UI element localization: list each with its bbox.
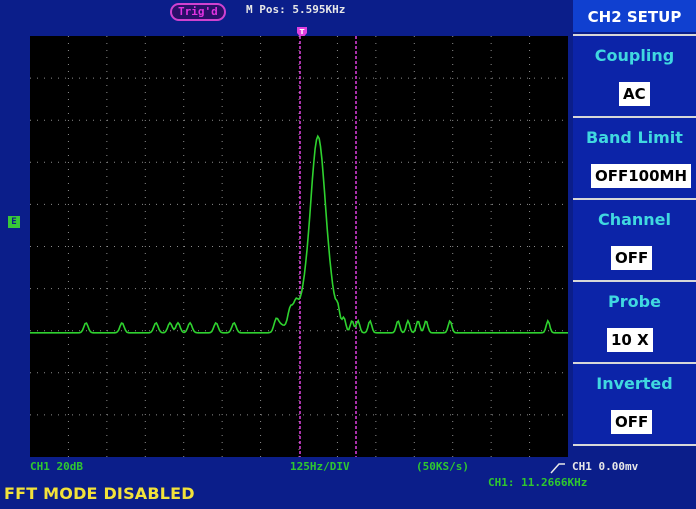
coupling-value: AC [619,82,650,106]
panel-title: CH2 SETUP [573,0,696,32]
waveform-trace [30,134,568,334]
band-limit-value: OFF100MH [591,164,692,188]
rising-edge-icon [550,463,565,474]
top-status-bar: Trig'd M Pos: 5.595KHz [0,0,568,21]
frequency-readout: CH1: 11.2666KHz [488,476,588,489]
inverted-menu-item[interactable]: Inverted OFF [573,362,696,446]
coupling-menu-item[interactable]: Coupling AC [573,34,696,116]
waveform-graticule [30,36,568,457]
trigger-level-readout: CH1 0.00mv [572,460,639,473]
channel-label: Channel [597,210,672,229]
svg-text:T: T [300,28,305,36]
probe-value: 10 X [607,328,653,352]
m-pos-readout: M Pos: 5.595KHz [246,3,346,16]
coupling-label: Coupling [594,46,675,65]
channel-value: OFF [611,246,653,270]
probe-label: Probe [608,292,661,311]
trigger-status-badge: Trig'd [170,3,226,21]
frequency-per-div-readout: 125Hz/DIV [290,460,350,473]
band-limit-label: Band Limit [586,128,683,147]
inverted-label: Inverted [596,374,673,393]
ch2-setup-panel: CH2 SETUP Coupling AC Band Limit OFF100M… [573,0,696,470]
waveform-display [30,36,568,457]
band-limit-menu-item[interactable]: Band Limit OFF100MH [573,116,696,198]
channel-menu-item[interactable]: Channel OFF [573,198,696,280]
ch1-scale-readout: CH1 20dB [30,460,83,473]
fft-mode-message: FFT MODE DISABLED [4,484,195,503]
channel-ground-marker-icon: E [8,216,20,228]
probe-menu-item[interactable]: Probe 10 X [573,280,696,362]
sample-rate-readout: (50KS/s) [416,460,469,473]
inverted-value: OFF [611,410,653,434]
